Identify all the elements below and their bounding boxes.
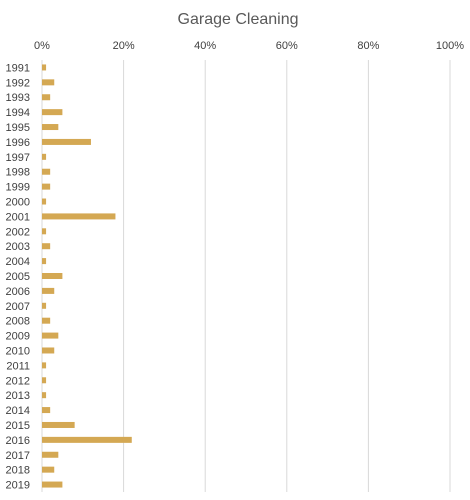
bar-2017: [42, 451, 59, 458]
bar-1996: [42, 138, 91, 145]
y-tick-label: 2008: [6, 316, 30, 328]
bar-2010: [42, 347, 55, 354]
y-tick-label: 2005: [6, 271, 30, 283]
y-tick-label: 2016: [6, 435, 30, 447]
x-tick-label: 0%: [34, 40, 50, 52]
y-tick-label: 2002: [6, 226, 30, 238]
gridlines: [41, 60, 451, 492]
bar-2000: [42, 198, 47, 205]
bar-2013: [42, 392, 47, 399]
y-tick-label: 2003: [6, 241, 30, 253]
y-tick-label: 1991: [6, 62, 30, 74]
y-tick-label: 2014: [6, 405, 30, 417]
bar-1995: [42, 124, 59, 131]
bar-2012: [42, 377, 47, 384]
y-tick-label: 2004: [6, 256, 30, 268]
bar-1998: [42, 168, 51, 175]
bar-2014: [42, 407, 51, 414]
bar-1993: [42, 94, 51, 101]
x-axis-tick-labels: 0% 20% 40% 60% 80% 100%: [34, 40, 464, 52]
y-tick-label: 2009: [6, 331, 30, 343]
bar-1991: [42, 64, 47, 71]
y-tick-label: 1995: [6, 122, 30, 134]
y-tick-label: 1997: [6, 152, 30, 164]
y-tick-label: 2010: [6, 345, 30, 357]
x-tick-label: 40%: [194, 40, 216, 52]
bar-2002: [42, 228, 47, 235]
bar-2011: [42, 362, 47, 369]
y-tick-label: 2000: [6, 197, 30, 209]
bar-1992: [42, 79, 55, 86]
bar-2006: [42, 287, 55, 294]
bar-2007: [42, 302, 47, 309]
y-tick-label: 2013: [6, 390, 30, 402]
bar-1997: [42, 153, 47, 160]
y-tick-label: 1999: [6, 182, 30, 194]
y-tick-label: 2015: [6, 420, 30, 432]
bar-2016: [42, 436, 132, 443]
bar-2009: [42, 332, 59, 339]
bar-2008: [42, 317, 51, 324]
y-tick-label: 2001: [6, 211, 30, 223]
bar-1994: [42, 109, 63, 116]
y-tick-label: 2012: [6, 375, 30, 387]
y-tick-label: 1998: [6, 167, 30, 179]
bar-2018: [42, 466, 55, 473]
y-tick-label: 1996: [6, 137, 30, 149]
y-axis-tick-labels: 1991 1992 1993 1994 1995 1996 1997 1998 1999 2000…: [6, 62, 30, 491]
bar-2005: [42, 273, 63, 279]
bars: [42, 64, 132, 488]
bar-2001: [42, 213, 116, 220]
y-tick-label: 2011: [6, 360, 30, 372]
bar-2003: [42, 243, 51, 250]
y-tick-label: 2018: [6, 465, 30, 477]
bar-2004: [42, 258, 47, 265]
y-tick-label: 1993: [6, 92, 30, 104]
y-tick-label: 1992: [6, 77, 30, 89]
y-tick-label: 2017: [6, 450, 30, 462]
x-tick-label: 80%: [357, 40, 379, 52]
x-tick-label: 20%: [113, 40, 135, 52]
x-tick-label: 60%: [276, 40, 298, 52]
x-tick-label: 100%: [436, 40, 464, 52]
chart-title: Garage Cleaning: [178, 11, 299, 28]
bar-2015: [42, 421, 75, 428]
bar-2019: [42, 481, 63, 488]
y-tick-label: 2006: [6, 286, 30, 298]
y-tick-label: 1994: [6, 107, 30, 119]
y-tick-label: 2007: [6, 301, 30, 313]
y-tick-label: 2019: [6, 480, 30, 492]
bar-1999: [42, 183, 51, 190]
